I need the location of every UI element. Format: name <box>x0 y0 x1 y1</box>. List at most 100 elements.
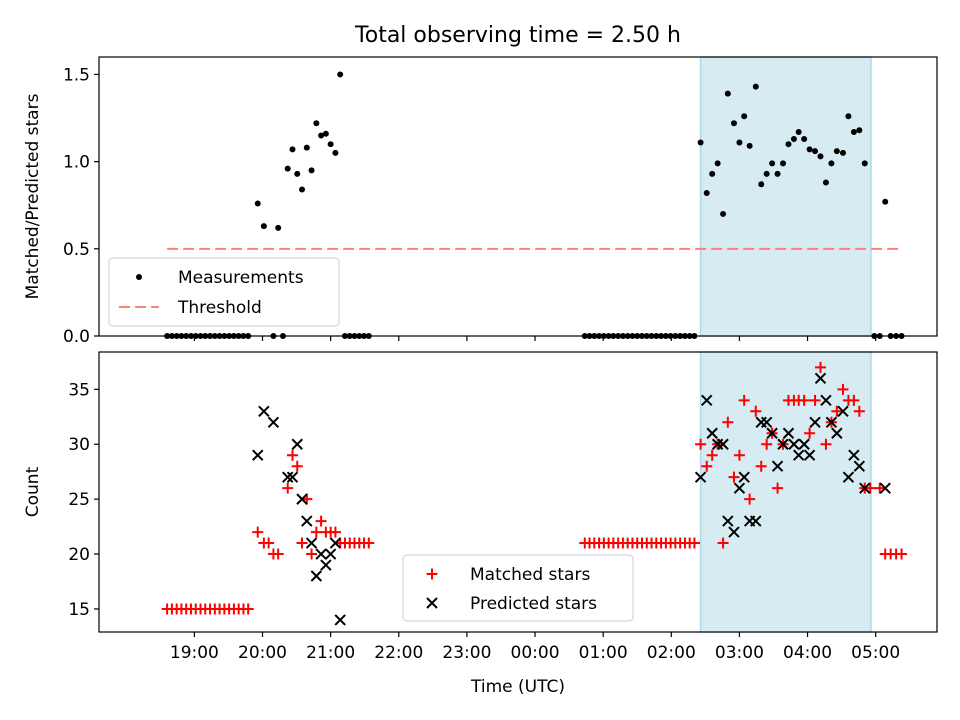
measurement-point <box>746 142 753 149</box>
matched-star-point <box>750 405 762 417</box>
predicted-star-point <box>305 537 318 549</box>
matched-star-point <box>272 548 284 560</box>
measurement-point <box>839 149 846 156</box>
predicted-star-point <box>310 570 323 582</box>
matched-star-point <box>282 482 294 494</box>
measurement-point <box>856 127 863 134</box>
measurement-point <box>741 113 748 120</box>
predicted-star-point <box>831 427 843 439</box>
measurement-point <box>322 130 329 137</box>
predicted-star-point <box>733 482 746 494</box>
predicted-star-point <box>777 438 789 450</box>
predicted-star-point <box>809 416 821 428</box>
measurement-point <box>828 160 835 167</box>
predicted-star-point <box>267 416 280 428</box>
x-tick-label: 02:00 <box>647 643 696 663</box>
predicted-star-point <box>728 526 740 538</box>
predicted-star-point <box>291 438 303 450</box>
predicted-star-point <box>782 427 795 439</box>
measurement-point <box>790 135 797 142</box>
matched-star-point <box>329 526 341 538</box>
matched-star-point <box>772 482 784 494</box>
x-tick-label: 03:00 <box>715 643 764 663</box>
legend-label-threshold: Threshold <box>177 298 262 318</box>
matched-star-point <box>809 394 821 406</box>
predicted-star-point <box>315 548 327 560</box>
predicted-star-point <box>803 449 816 461</box>
predicted-star-point <box>842 471 855 483</box>
measurement-point <box>308 167 315 174</box>
matched-star-point <box>291 460 303 472</box>
matched-star-point <box>755 460 767 472</box>
measurement-point <box>254 200 261 207</box>
legend-matched-marker <box>426 568 438 580</box>
measurement-point <box>850 128 857 135</box>
x-tick-label: 04:00 <box>783 643 832 663</box>
measurement-point <box>785 141 792 148</box>
matched-star-point <box>798 394 810 406</box>
measurement-point <box>833 148 840 155</box>
matched-star-point <box>306 548 318 560</box>
measurement-point <box>260 223 267 230</box>
y-tick-label: 1.5 <box>63 65 90 85</box>
measurement-point <box>758 181 765 188</box>
predicted-star-point <box>750 515 762 527</box>
matched-star-point <box>804 427 816 439</box>
matched-star-point <box>820 438 832 450</box>
x-tick-label: 01:00 <box>579 643 628 663</box>
axes-frame <box>98 351 938 633</box>
measurement-point <box>703 190 710 197</box>
matched-star-point <box>296 537 308 549</box>
matched-star-point <box>263 537 275 549</box>
y-tick-label: 20 <box>68 545 90 565</box>
predicted-star-point <box>694 471 707 483</box>
matched-star-point <box>252 526 264 538</box>
figure-title: Total observing time = 2.50 h <box>354 23 681 48</box>
matched-star-point <box>853 405 865 417</box>
matched-star-point <box>722 416 734 428</box>
measurement-point <box>327 141 334 148</box>
matched-star-point <box>814 361 826 373</box>
measurement-point <box>709 170 716 177</box>
predicted-star-point <box>701 394 713 407</box>
measurement-point <box>752 83 759 90</box>
predicted-star-point <box>848 449 860 461</box>
measurement-point <box>730 120 737 127</box>
predicted-star-point <box>792 449 805 461</box>
measurement-point <box>332 149 339 156</box>
predicted-star-point <box>252 449 264 461</box>
matched-star-point <box>733 449 745 461</box>
predicted-star-point <box>820 394 832 407</box>
measurement-point <box>763 170 770 177</box>
predicted-star-point <box>798 438 810 450</box>
measurement-point <box>299 186 306 193</box>
x-tick-label: 05:00 <box>851 643 900 663</box>
measurement-point <box>822 179 829 186</box>
matched-star-point <box>831 405 843 417</box>
legend-predicted-marker <box>426 597 438 609</box>
measurement-point <box>861 160 868 167</box>
x-tick-label: 23:00 <box>442 643 491 663</box>
y-tick-label: 0.0 <box>63 327 90 347</box>
measurement-point <box>275 224 282 231</box>
axes-frame <box>98 56 938 337</box>
matched-star-point <box>896 548 908 560</box>
predicted-star-point <box>788 438 800 450</box>
y-tick-label: 0.5 <box>63 240 90 260</box>
legend-label-predicted: Predicted stars <box>470 594 597 614</box>
measurement-point <box>337 71 344 78</box>
x-tick-label: 21:00 <box>306 643 355 663</box>
measurement-point <box>294 170 301 177</box>
x-tick-label: 22:00 <box>374 643 423 663</box>
predicted-star-point <box>771 460 784 472</box>
matched-star-point <box>717 537 729 549</box>
x-axis-label: Time (UTC) <box>470 677 565 697</box>
y-tick-label: 1.0 <box>63 153 90 173</box>
matched-star-point <box>688 537 700 549</box>
legend-label-measurements: Measurements <box>178 268 304 288</box>
y-tick-label: 25 <box>68 490 90 510</box>
matched-star-point <box>310 526 322 538</box>
predicted-star-point <box>859 482 871 494</box>
predicted-star-point <box>879 482 891 494</box>
